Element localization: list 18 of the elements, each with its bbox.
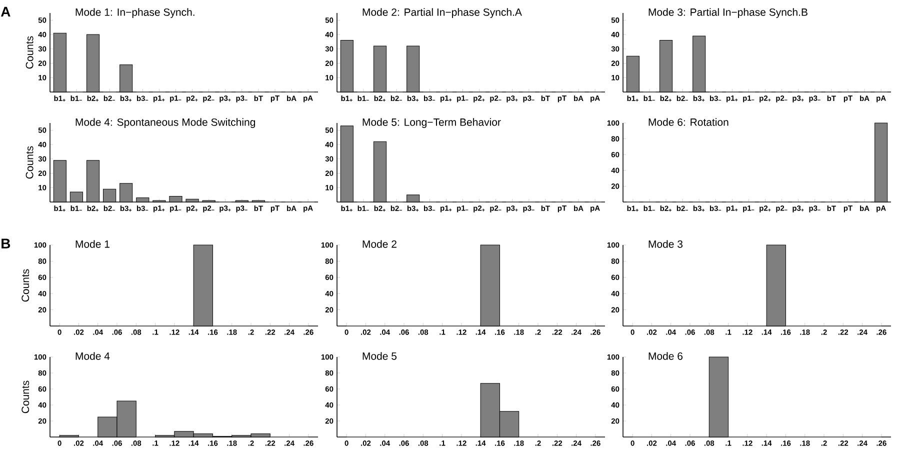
y-axis-title: Counts: [22, 380, 30, 414]
chart-title: Mode 3: Partial In−phase Synch.B: [648, 8, 808, 18]
chart-title: Mode 5: Long−Term Behavior: [362, 118, 501, 128]
chart-title: Mode 2: [362, 240, 396, 248]
y-axis-title: Counts: [26, 36, 34, 69]
text: A: [0, 6, 10, 17]
chart-title: Mode 3: [648, 240, 683, 248]
chart-title: Mode 6: Rotation: [648, 118, 728, 126]
chart-title: Mode 2: Partial In−phase Synch.A: [362, 8, 522, 18]
chart-title: Mode 5: [362, 352, 397, 360]
y-axis-title: Counts: [26, 146, 34, 179]
y-axis-title: Counts: [22, 269, 30, 302]
chart-title: Mode 4: [76, 352, 110, 360]
text: B: [2, 238, 10, 248]
chart-title: Mode 6: [648, 352, 683, 360]
chart-title: Mode 1: [76, 240, 110, 248]
chart-title: Mode 4: Spontaneous Mode Switching: [76, 118, 256, 128]
chart-title: Mode 1: In−phase Synch.: [76, 8, 194, 18]
